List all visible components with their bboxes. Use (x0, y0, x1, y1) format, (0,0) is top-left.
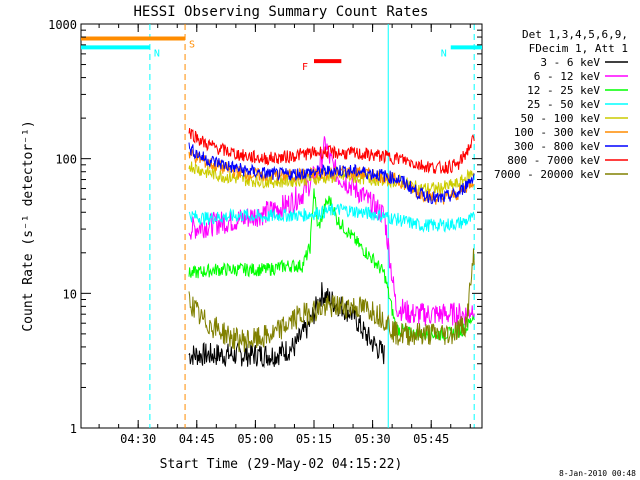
vertical-markers (149, 24, 475, 428)
y-tick-label-2: 100 (55, 153, 77, 167)
legend-label-0: 3 - 6 keV (540, 56, 600, 69)
y-tick-label-1: 10 (63, 287, 77, 301)
series-line-6 (188, 142, 475, 205)
y-tick-label-3: 1000 (48, 18, 77, 32)
y-axis-label: Count Rate (s⁻¹ detector⁻¹) (21, 120, 36, 331)
series-line-8 (188, 248, 475, 353)
x-tick-label-5: 05:45 (413, 432, 449, 446)
chart-title: HESSI Observing Summary Count Rates (133, 4, 428, 20)
series-line-1 (188, 136, 475, 327)
x-tick-label-0: 04:30 (120, 432, 156, 446)
legend-label-1: 6 - 12 keV (534, 70, 601, 83)
x-tick-label-3: 05:15 (296, 432, 332, 446)
plot-frame (80, 23, 483, 429)
legend-label-7: 800 - 7000 keV (507, 154, 600, 167)
y-ticks: 1 10 100 1000 (48, 18, 482, 436)
x-ticks: 04:30 04:45 05:00 05:15 05:30 05:45 (98, 24, 471, 446)
flare-label-3: F (302, 62, 308, 73)
x-tick-label-2: 05:00 (237, 432, 273, 446)
legend-label-8: 7000 - 20000 keV (494, 168, 600, 181)
night-label-0: N (154, 48, 160, 59)
series-line-0 (188, 282, 385, 369)
x-axis-label: Start Time (29-May-02 04:15:22) (160, 457, 403, 472)
legend-label-2: 12 - 25 keV (527, 84, 600, 97)
legend-label-5: 100 - 300 keV (514, 126, 600, 139)
x-tick-label-1: 04:45 (179, 432, 215, 446)
series-line-3 (188, 203, 475, 233)
series-line-7 (188, 128, 475, 175)
y-tick-label-0: 1 (70, 422, 77, 436)
legend-header-2: FDecim 1, Att 1 (529, 42, 628, 55)
legend-label-6: 300 - 800 keV (514, 140, 600, 153)
footer-date: 8-Jan-2010 00:48 (559, 469, 636, 478)
series-group (188, 128, 475, 369)
saa-label-2: S (189, 40, 195, 51)
x-tick-label-4: 05:30 (355, 432, 391, 446)
legend-header-1: Det 1,3,4,5,6,9, (522, 28, 628, 41)
status-bars: N N S F (81, 36, 482, 73)
legend-label-4: 50 - 100 keV (521, 112, 601, 125)
legend-label-3: 25 - 50 keV (527, 98, 600, 111)
night-label-1: N (441, 48, 447, 59)
